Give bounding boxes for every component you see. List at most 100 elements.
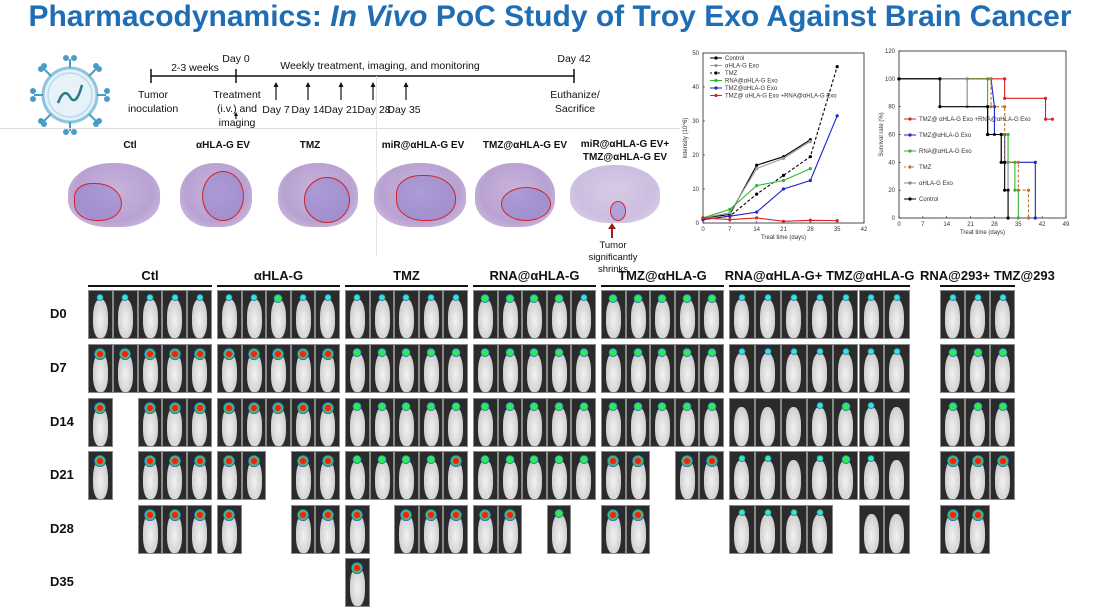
signal-spot [143, 455, 156, 467]
mouse-body [734, 460, 749, 499]
signal-spot [299, 294, 307, 301]
mouse-body [679, 407, 695, 446]
mouse-image [729, 398, 755, 447]
mouse-body [606, 353, 621, 392]
mouse-body [502, 353, 518, 392]
mouse-image [290, 290, 316, 339]
signal-spot [816, 509, 824, 516]
signal-spot [608, 294, 618, 303]
mouse-body [527, 353, 543, 392]
y-tick-label: 0 [892, 216, 896, 222]
mouse-image [832, 451, 859, 500]
data-point [1043, 117, 1048, 121]
mouse-body [837, 460, 853, 499]
group-label: TMZ [393, 268, 420, 283]
signal-spot [297, 348, 310, 360]
legend-marker [908, 117, 912, 121]
mouse-image [418, 398, 444, 447]
signal-spot [143, 402, 156, 414]
legend-label: TMZ@αHLA-G Exo [725, 86, 778, 92]
mouse-image [884, 344, 911, 393]
mouse-body [320, 407, 336, 446]
signal-spot [401, 455, 411, 464]
mouse-body [93, 407, 108, 446]
data-point [965, 77, 969, 81]
mouse-body [734, 514, 749, 553]
mouse-image [625, 451, 651, 500]
mouse-image [497, 398, 523, 447]
data-point [728, 214, 732, 218]
mouse-image [674, 344, 700, 393]
signal-spot [297, 402, 310, 414]
mouse-image [699, 290, 724, 339]
mouse-body [970, 514, 985, 553]
data-point [808, 167, 812, 171]
mouse-body [945, 514, 960, 553]
row-label-d21: D21 [50, 467, 74, 482]
mouse-body [167, 353, 183, 392]
exosome-icon [30, 55, 110, 135]
signal-spot [449, 455, 462, 467]
mouse-image [473, 398, 498, 447]
data-point [1050, 117, 1054, 121]
data-point [1026, 188, 1031, 192]
mouse-image [394, 505, 419, 554]
mouse-body [655, 353, 671, 392]
signal-spot [607, 509, 620, 521]
mouse-body [222, 353, 237, 392]
mouse-body [970, 299, 985, 338]
mouse-body [350, 514, 365, 553]
mouse-body [117, 353, 133, 392]
legend-label: Control [919, 197, 938, 203]
mouse-body [576, 353, 592, 392]
signal-spot [143, 509, 156, 521]
mouse-body [704, 460, 720, 499]
mouse-image [187, 290, 212, 339]
signal-spot [554, 509, 564, 518]
data-point [728, 218, 732, 222]
mouse-image [290, 505, 316, 554]
signal-spot [351, 509, 364, 521]
signal-spot [682, 348, 692, 357]
mouse-image [187, 451, 212, 500]
mouse-body [502, 514, 518, 553]
data-point [1006, 188, 1010, 192]
mouse-body [630, 460, 646, 499]
mouse-body [759, 514, 775, 553]
signal-spot [974, 294, 981, 301]
signal-spot [272, 402, 285, 414]
signal-spot [94, 455, 107, 467]
timeline-tumor-inoculation: Tumor inoculation [128, 89, 179, 115]
signal-spot [297, 455, 310, 467]
data-point [728, 211, 732, 215]
mouse-image [162, 398, 188, 447]
data-point [1033, 160, 1037, 164]
mouse-image [217, 451, 242, 500]
data-point [835, 219, 839, 223]
mouse-image [940, 505, 965, 554]
mouse-body [478, 460, 493, 499]
mouse-image [601, 505, 626, 554]
signal-spot [971, 509, 984, 521]
mouse-body [167, 299, 183, 338]
signal-spot [168, 455, 181, 467]
mouse-image [546, 451, 572, 500]
data-point [938, 105, 942, 109]
data-point [808, 218, 812, 222]
mouse-image [187, 344, 212, 393]
mouse-body [759, 299, 775, 338]
legend-marker [714, 56, 718, 60]
group-divider [345, 285, 468, 287]
mouse-body [423, 299, 439, 338]
mouse-image [345, 290, 370, 339]
mouse-body [502, 407, 518, 446]
y-tick-label: 20 [692, 153, 699, 159]
data-point [989, 77, 993, 81]
data-point [835, 114, 839, 118]
mouse-image [571, 451, 596, 500]
data-point [701, 216, 705, 220]
mouse-body [837, 407, 853, 446]
signal-spot [705, 455, 718, 467]
mouse-body [295, 460, 311, 499]
mouse-image [241, 290, 267, 339]
